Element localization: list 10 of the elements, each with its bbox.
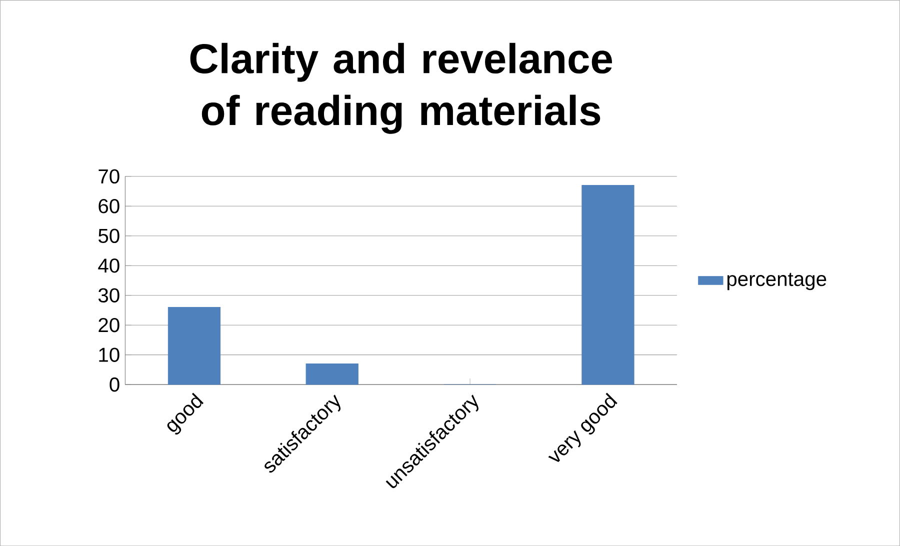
y-tick-label: 60 <box>98 198 120 214</box>
y-tick-label: 40 <box>98 258 120 273</box>
y-tick-label: 70 <box>98 169 120 184</box>
chart-title: Clarity and revelance of reading materials <box>190 42 612 134</box>
legend-label: percentage <box>727 272 826 290</box>
y-tick-label: 50 <box>98 228 120 243</box>
y-tick-label: 20 <box>98 318 120 332</box>
y-tick-label: 10 <box>99 348 120 362</box>
y-tick-label: 0 <box>110 377 120 392</box>
y-tick-label: 30 <box>98 288 120 302</box>
